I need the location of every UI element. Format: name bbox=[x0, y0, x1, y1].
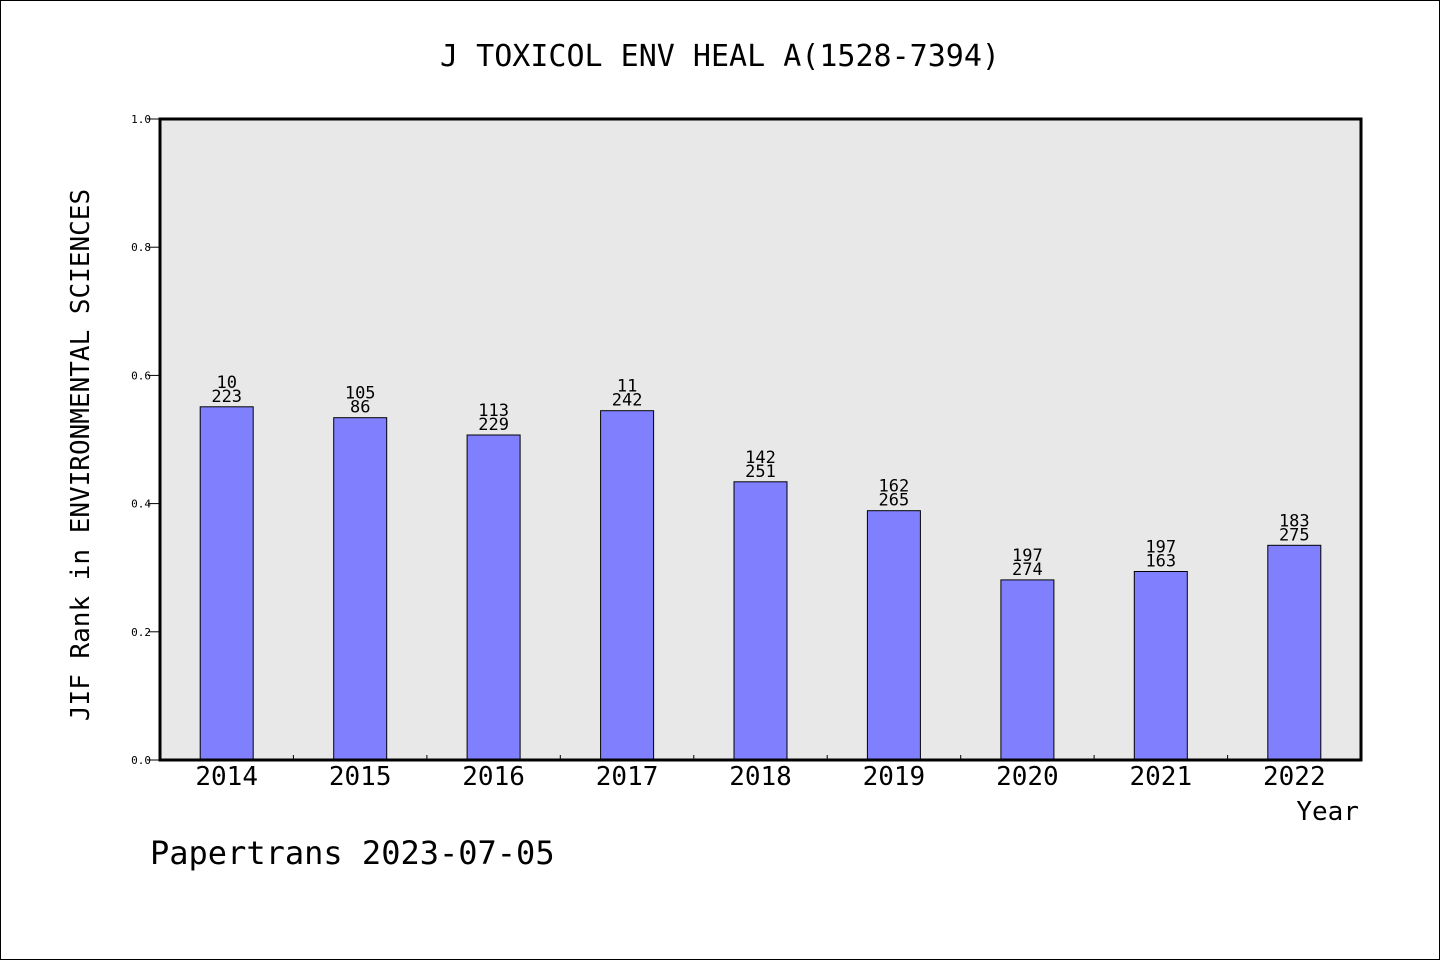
bar-label-top-2014: 10 bbox=[216, 373, 236, 393]
bar-2015 bbox=[333, 417, 388, 761]
x-axis: 2014 2015 2016 2017 2018 2019 2020 2021 2022 bbox=[195, 755, 1326, 792]
y-axis-label: JIF Rank in ENVIRONMENTAL SCIENCES bbox=[66, 189, 96, 721]
y-tick-label-0.2: 0.2 bbox=[131, 626, 151, 639]
bar-label-bottom-2021: 163 bbox=[1145, 552, 1176, 572]
y-tick-label-0.8: 0.8 bbox=[131, 241, 151, 254]
bar-label-top-2018: 142 bbox=[745, 448, 776, 468]
bar-label-bottom-2018: 251 bbox=[745, 462, 776, 482]
bar-2020 bbox=[1000, 579, 1055, 761]
bar-2019 bbox=[866, 510, 921, 761]
bar-label-top-2019: 162 bbox=[879, 477, 910, 497]
bar-label-bottom-2015: 86 bbox=[350, 398, 370, 418]
bar-label-bottom-2017: 242 bbox=[612, 391, 643, 411]
bar-label-bottom-2020: 274 bbox=[1012, 560, 1043, 580]
bar-label-top-2021: 197 bbox=[1145, 538, 1176, 558]
bar-label-bottom-2022: 275 bbox=[1279, 525, 1310, 545]
y-axis: 0.0 0.2 0.4 0.6 0.8 1.0 bbox=[131, 113, 160, 767]
plot-border bbox=[158, 117, 1363, 762]
y-tick-label-0.6: 0.6 bbox=[131, 369, 151, 382]
x-tick-label-2014: 2014 bbox=[195, 762, 258, 792]
bar-label-top-2020: 197 bbox=[1012, 546, 1043, 566]
y-tick-label-1.0: 1.0 bbox=[131, 113, 151, 126]
bar-2014 bbox=[199, 406, 254, 761]
bar-2021 bbox=[1133, 571, 1188, 761]
x-tick-label-2015: 2015 bbox=[329, 762, 392, 792]
bar-2022 bbox=[1267, 544, 1322, 761]
bar-label-top-2015: 105 bbox=[345, 384, 376, 404]
bar-label-bottom-2019: 265 bbox=[879, 491, 910, 511]
x-tick-label-2020: 2020 bbox=[996, 762, 1059, 792]
chart-title: J TOXICOL ENV HEAL A(1528-7394) bbox=[440, 39, 1000, 74]
bar-2017 bbox=[600, 410, 655, 761]
y-tick-label-0.0: 0.0 bbox=[131, 754, 151, 767]
y-tick-label-0.4: 0.4 bbox=[131, 498, 151, 511]
bar-2016 bbox=[466, 434, 521, 761]
bar-label-top-2016: 113 bbox=[478, 401, 509, 421]
bars-group bbox=[199, 406, 1322, 761]
x-tick-label-2022: 2022 bbox=[1263, 762, 1326, 792]
bar-label-top-2017: 11 bbox=[617, 377, 637, 397]
bar-label-top-2022: 183 bbox=[1279, 511, 1310, 531]
footer-text: Papertrans 2023-07-05 bbox=[150, 834, 555, 872]
x-axis-label: Year bbox=[1296, 797, 1359, 827]
x-tick-label-2016: 2016 bbox=[462, 762, 525, 792]
bar-label-bottom-2014: 223 bbox=[211, 387, 242, 407]
x-tick-label-2018: 2018 bbox=[729, 762, 792, 792]
x-tick-label-2019: 2019 bbox=[863, 762, 926, 792]
bar-label-bottom-2016: 229 bbox=[478, 415, 509, 435]
bar-2018 bbox=[733, 481, 788, 761]
x-tick-label-2021: 2021 bbox=[1129, 762, 1192, 792]
x-tick-label-2017: 2017 bbox=[596, 762, 659, 792]
